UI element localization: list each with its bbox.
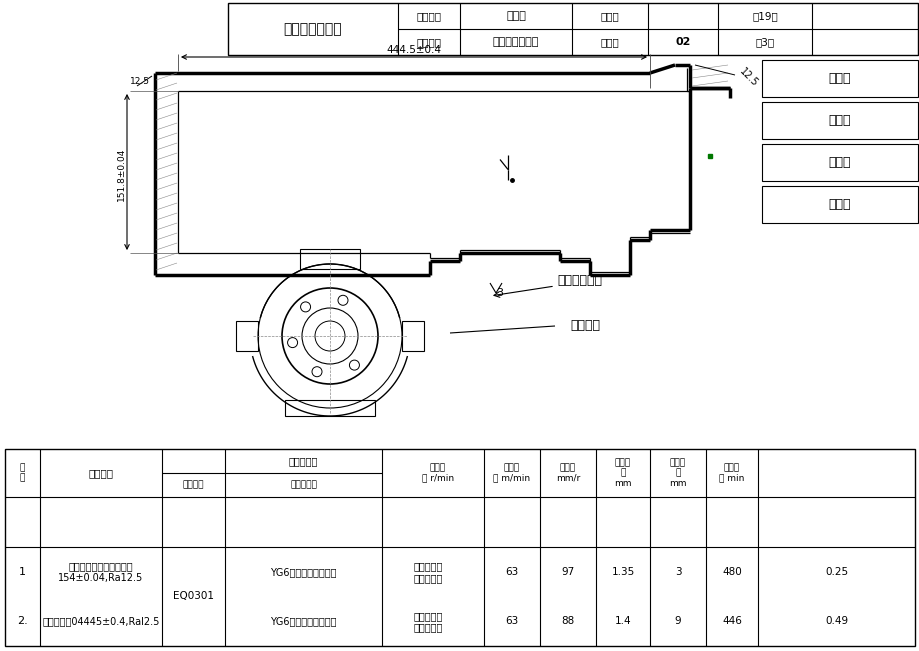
Text: 1.35: 1.35 [611, 567, 634, 577]
Text: EQ0301: EQ0301 [173, 592, 214, 602]
Text: 0.25: 0.25 [824, 567, 847, 577]
Text: 12.5: 12.5 [130, 77, 150, 85]
Text: 446: 446 [721, 616, 741, 626]
Text: 机床夹具名称: 机床夹具名称 [557, 275, 602, 288]
Text: 主轴转
速 r/min: 主轴转 速 r/min [422, 464, 454, 482]
Bar [285, 400, 375, 416]
Text: 基本时
间 min: 基本时 间 min [719, 464, 743, 482]
Text: 修　改: 修 改 [828, 156, 850, 169]
Bar [761, 144, 917, 181]
Text: 151.8±0.04: 151.8±0.04 [117, 148, 125, 201]
Bar [228, 3, 917, 55]
Text: YG6硬质合金端面车刀: YG6硬质合金端面车刀 [270, 567, 336, 577]
Text: 零件名称: 零件名称 [416, 11, 441, 21]
Text: 切削液: 切削液 [600, 11, 618, 21]
Text: 校　对: 校 对 [828, 114, 850, 127]
Bar [761, 102, 917, 139]
Text: 切削深
度
mm: 切削深 度 mm [614, 458, 631, 488]
Text: 88: 88 [561, 616, 574, 626]
Text: 量检具名称: 量检具名称 [289, 480, 316, 490]
Text: 工序名称: 工序名称 [416, 37, 441, 47]
Text: 1: 1 [19, 567, 26, 577]
Text: 0.49: 0.49 [824, 616, 847, 626]
Text: 切削速
度 m/min: 切削速 度 m/min [493, 464, 530, 482]
Text: 共19页: 共19页 [752, 11, 777, 21]
Bar [236, 321, 257, 351]
Text: 审　核: 审 核 [828, 198, 850, 211]
Text: 工序内容: 工序内容 [88, 468, 113, 478]
Bar [5, 449, 914, 646]
Text: 480: 480 [721, 567, 741, 577]
Text: 进给量
mm/r: 进给量 mm/r [555, 464, 580, 482]
Text: 专用夹具: 专用夹具 [570, 320, 599, 333]
Text: 刀辅具名称: 刀辅具名称 [289, 456, 318, 466]
Text: 2.: 2. [17, 616, 28, 626]
Text: 12.5: 12.5 [737, 67, 759, 89]
Text: 高度卡尺，
粗糙度样块: 高度卡尺， 粗糙度样块 [413, 561, 442, 583]
Text: 3: 3 [496, 288, 503, 298]
Text: 粗车端面、内孔: 粗车端面、内孔 [493, 37, 539, 47]
Text: YG6硬质合金内圆车刀: YG6硬质合金内圆车刀 [270, 616, 336, 626]
Text: 设备型号: 设备型号 [183, 480, 204, 490]
Text: 序
号: 序 号 [20, 464, 25, 482]
Text: 63: 63 [505, 567, 518, 577]
Text: 机械加工工序卡: 机械加工工序卡 [283, 22, 342, 36]
Text: 3: 3 [674, 567, 681, 577]
Text: 设　计: 设 计 [828, 72, 850, 85]
Text: 内孔检具，
粗糙度样块: 内孔检具， 粗糙度样块 [413, 611, 442, 632]
Bar [402, 321, 424, 351]
Bar [300, 249, 359, 269]
Text: 切削长
度
mm: 切削长 度 mm [668, 458, 686, 488]
Text: 第3页: 第3页 [754, 37, 774, 47]
Text: 1.4: 1.4 [614, 616, 630, 626]
Text: 工序号: 工序号 [600, 37, 618, 47]
Bar [761, 186, 917, 223]
Text: 粗车内孔至04445±0.4,Ral2.5: 粗车内孔至04445±0.4,Ral2.5 [42, 616, 160, 626]
Text: 97: 97 [561, 567, 574, 577]
Text: 444.5±0.4: 444.5±0.4 [386, 45, 441, 55]
Bar [761, 60, 917, 97]
Text: 63: 63 [505, 616, 518, 626]
Text: 9: 9 [674, 616, 681, 626]
Text: 飞轮壳: 飞轮壳 [505, 11, 526, 21]
Text: 粗车端面保证至顶面尺寸
154±0.04,Ra12.5: 粗车端面保证至顶面尺寸 154±0.04,Ra12.5 [58, 561, 143, 583]
Text: 02: 02 [675, 37, 690, 47]
